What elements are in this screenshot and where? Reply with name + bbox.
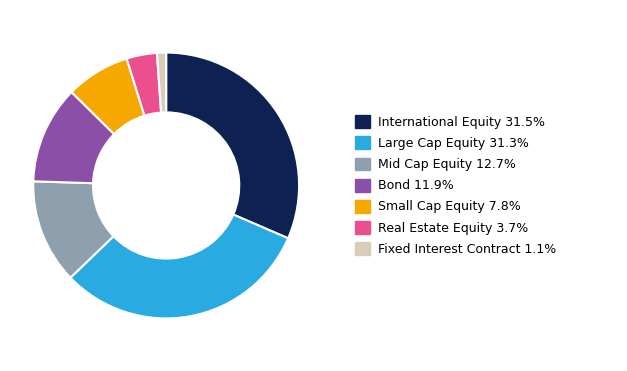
Wedge shape [70, 214, 288, 318]
Wedge shape [127, 53, 161, 116]
Wedge shape [33, 92, 114, 183]
Wedge shape [71, 59, 144, 134]
Wedge shape [157, 53, 166, 112]
Wedge shape [166, 53, 299, 238]
Wedge shape [33, 181, 113, 278]
Legend: International Equity 31.5%, Large Cap Equity 31.3%, Mid Cap Equity 12.7%, Bond 1: International Equity 31.5%, Large Cap Eq… [355, 115, 556, 256]
